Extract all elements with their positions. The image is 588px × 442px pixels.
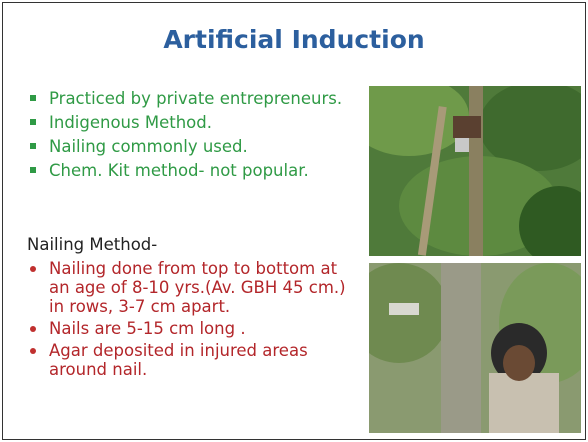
red-bullet-list: Nailing done from top to bottom at an ag… [27,259,357,382]
subheading: Nailing Method- [27,235,157,254]
green-bullet: Practiced by private entrepreneurs. [27,89,357,108]
green-bullet: Nailing commonly used. [27,137,357,156]
green-bullet: Indigenous Method. [27,113,357,132]
slide: Artificial Induction Practiced by privat… [2,2,586,440]
photo-tree-top [369,86,581,256]
red-bullet: Agar deposited in injured areas around n… [27,341,357,379]
red-bullet: Nailing done from top to bottom at an ag… [27,259,357,316]
green-bullet: Chem. Kit method- not popular. [27,161,357,180]
photo-nailing [369,263,581,433]
red-bullet: Nails are 5-15 cm long . [27,319,357,338]
green-bullet-list: Practiced by private entrepreneurs. Indig… [27,89,357,185]
slide-title: Artificial Induction [3,25,585,54]
